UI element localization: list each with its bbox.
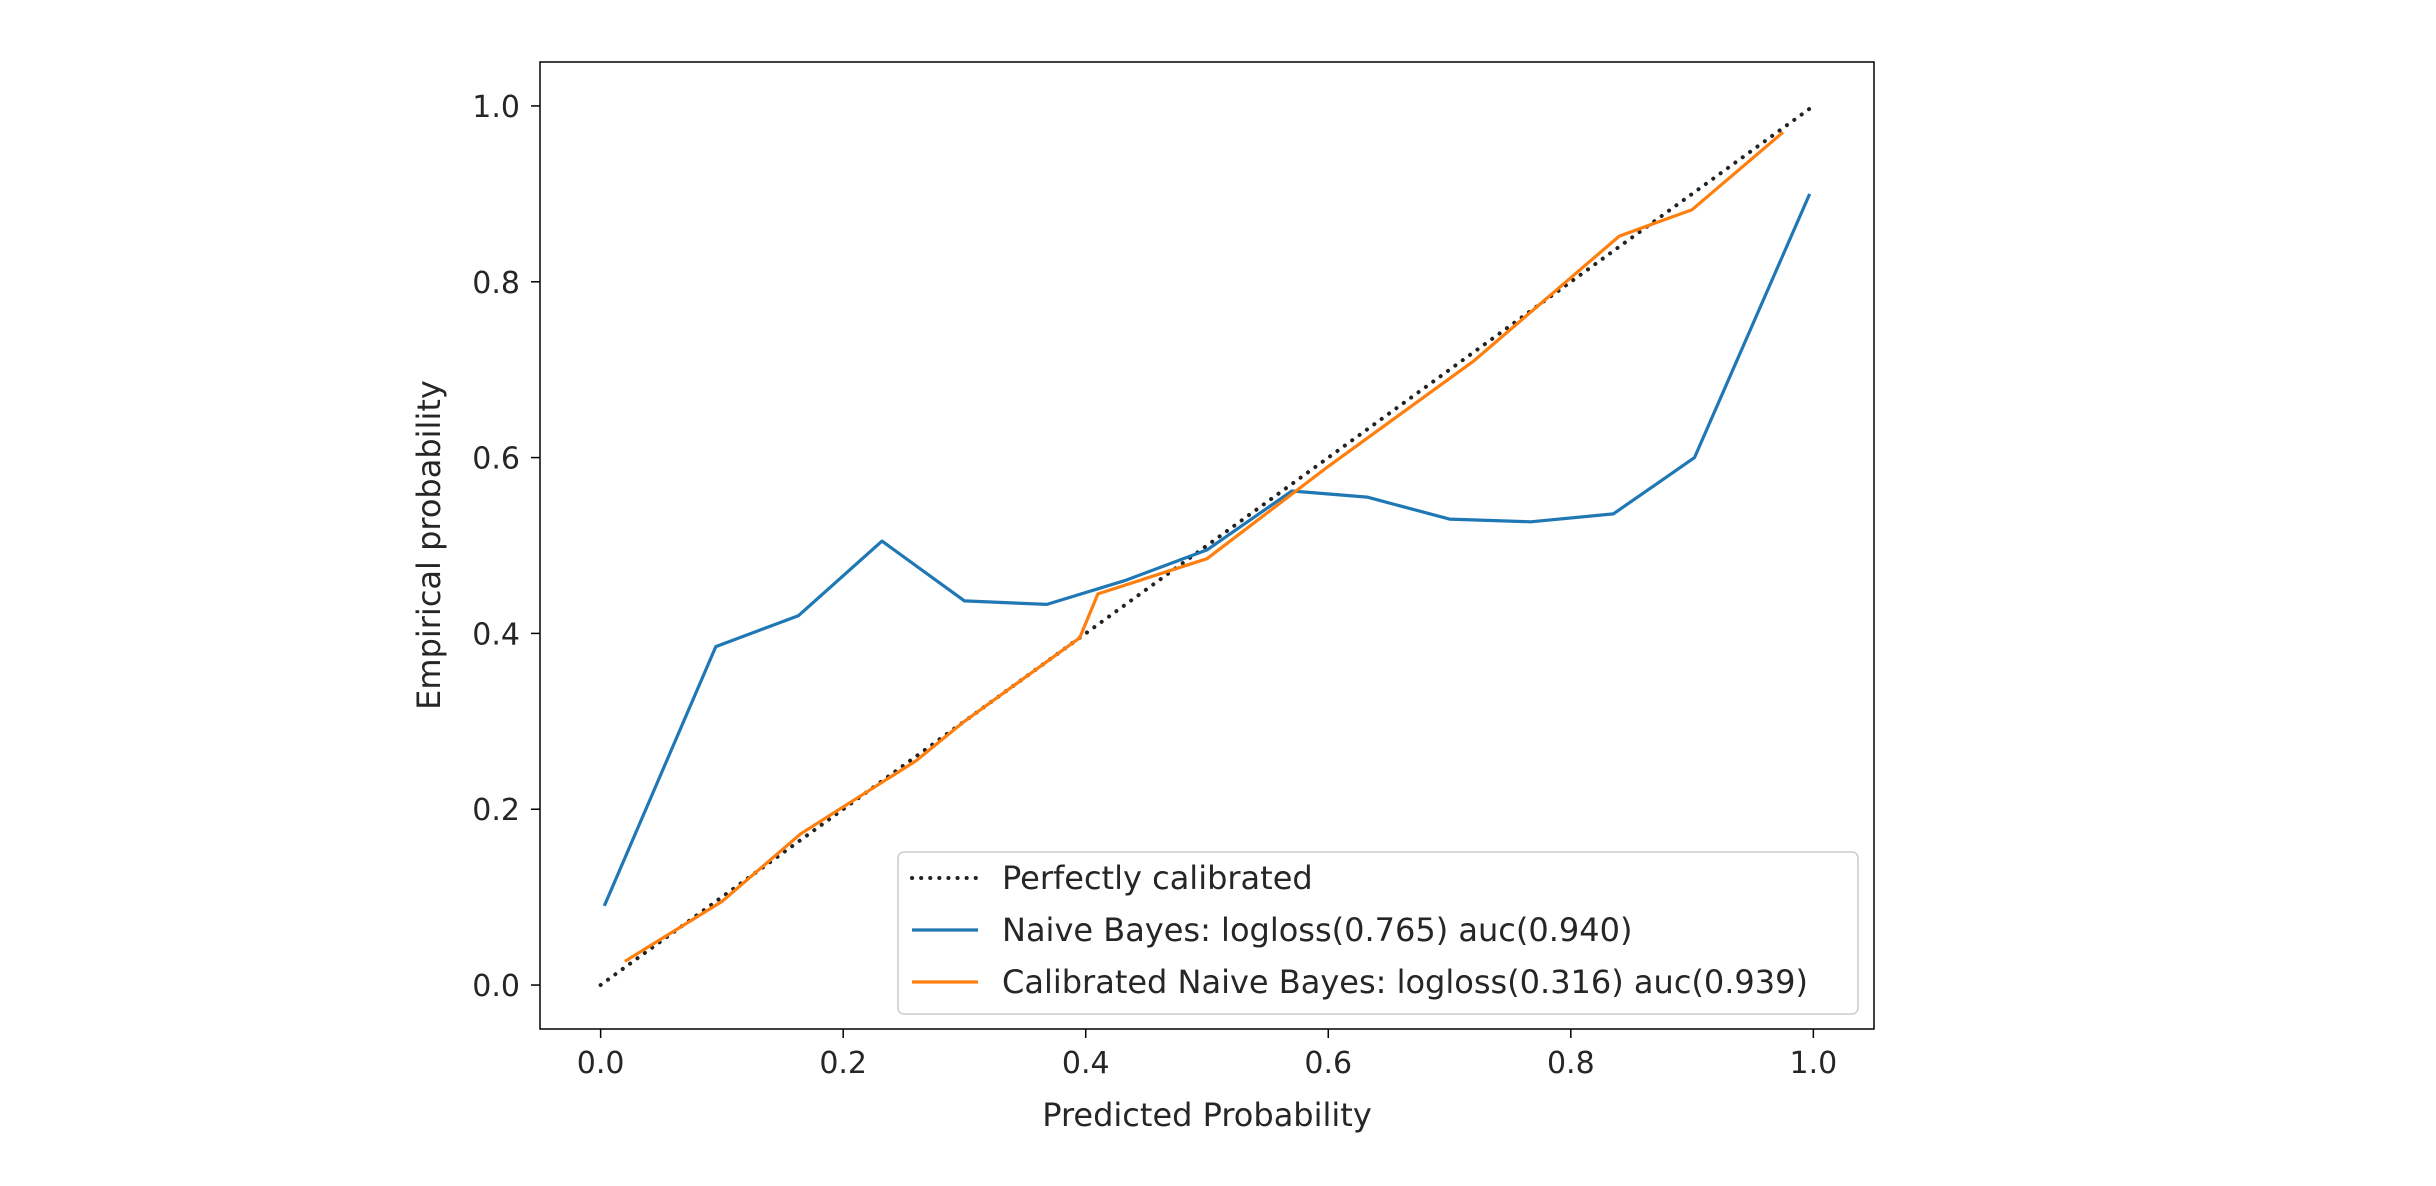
x-tick-label: 0.8 bbox=[1547, 1046, 1595, 1081]
y-tick-label: 0.0 bbox=[472, 969, 520, 1004]
x-axis-ticks: 0.0 0.2 0.4 0.6 0.8 1.0 bbox=[577, 1029, 1837, 1081]
x-tick-label: 0.2 bbox=[819, 1046, 867, 1081]
y-tick-label: 1.0 bbox=[472, 90, 520, 125]
y-tick-label: 0.6 bbox=[472, 442, 520, 477]
x-tick-label: 0.6 bbox=[1304, 1046, 1352, 1081]
plot-frame bbox=[539, 61, 1875, 1030]
y-tick-label: 0.4 bbox=[472, 617, 520, 652]
legend-label-calibrated-naive-bayes: Calibrated Naive Bayes: logloss(0.316) a… bbox=[1002, 963, 1808, 1001]
legend-label-perfectly-calibrated: Perfectly calibrated bbox=[1002, 859, 1313, 897]
series-line-perfectly-calibrated bbox=[598, 104, 1816, 987]
plot-lines bbox=[598, 104, 1816, 987]
y-axis-ticks: 0.0 0.2 0.4 0.6 0.8 1.0 bbox=[472, 90, 540, 1004]
legend-box bbox=[897, 851, 1859, 1015]
x-tick-label: 0.0 bbox=[577, 1046, 625, 1081]
series-line-naive-bayes bbox=[602, 193, 1812, 907]
x-tick-label: 0.4 bbox=[1062, 1046, 1110, 1081]
legend: Perfectly calibrated Naive Bayes: logloss… bbox=[897, 851, 1859, 1015]
y-tick-label: 0.2 bbox=[472, 793, 520, 828]
y-tick-label: 0.8 bbox=[472, 266, 520, 301]
series-line-calibrated-naive-bayes bbox=[624, 131, 1785, 963]
y-axis-title: Empirical probability bbox=[410, 380, 448, 710]
x-tick-label: 1.0 bbox=[1790, 1046, 1838, 1081]
legend-label-naive-bayes: Naive Bayes: logloss(0.765) auc(0.940) bbox=[1002, 911, 1632, 949]
x-axis-title: Predicted Probability bbox=[1042, 1096, 1372, 1134]
